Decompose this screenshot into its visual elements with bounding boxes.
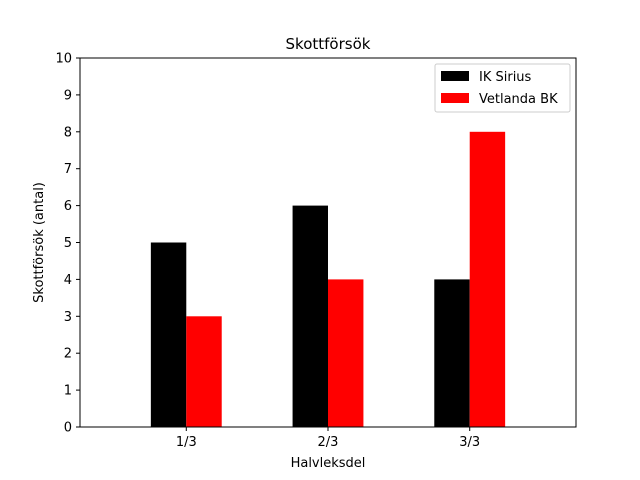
bar-ik-sirius-3 [434,279,470,427]
legend-swatch-vetlanda-bk [441,93,469,103]
bar-ik-sirius-2 [292,205,328,427]
legend-label-vetlanda-bk: Vetlanda BK [479,92,558,107]
bars-layer [150,131,506,428]
y-tick-label: 9 [64,88,72,103]
bar-vetlanda-bk-1 [186,316,222,427]
legend-swatch-ik-sirius [441,71,469,81]
x-tick-label: 3/3 [459,435,480,450]
legend-label-ik-sirius: IK Sirius [479,70,532,85]
x-axis: 1/3 2/3 3/3 [176,427,480,450]
y-tick-label: 6 [64,199,72,214]
y-axis: 0 1 2 3 4 5 6 7 8 9 10 [55,52,80,436]
x-tick-label: 2/3 [318,435,339,450]
y-tick-label: 4 [64,273,72,288]
x-axis-title: Halvleksdel [291,456,366,471]
bar-vetlanda-bk-2 [328,279,364,427]
y-axis-title: Skottförsök (antal) [32,182,47,303]
y-tick-label: 5 [64,236,72,251]
legend: IK Sirius Vetlanda BK [434,63,571,113]
x-tick-label: 1/3 [176,435,197,450]
y-tick-label: 8 [64,125,72,140]
plot-frame [79,57,577,428]
y-tick-label: 2 [64,347,72,362]
y-tick-label: 0 [64,421,72,436]
y-tick-label: 10 [55,52,72,67]
y-tick-label: 3 [64,310,72,325]
y-tick-label: 7 [64,162,72,177]
chart-title: Skottförsök [286,35,371,53]
bar-vetlanda-bk-3 [469,131,506,428]
y-tick-label: 1 [64,384,72,399]
bar-ik-sirius-1 [150,242,187,427]
